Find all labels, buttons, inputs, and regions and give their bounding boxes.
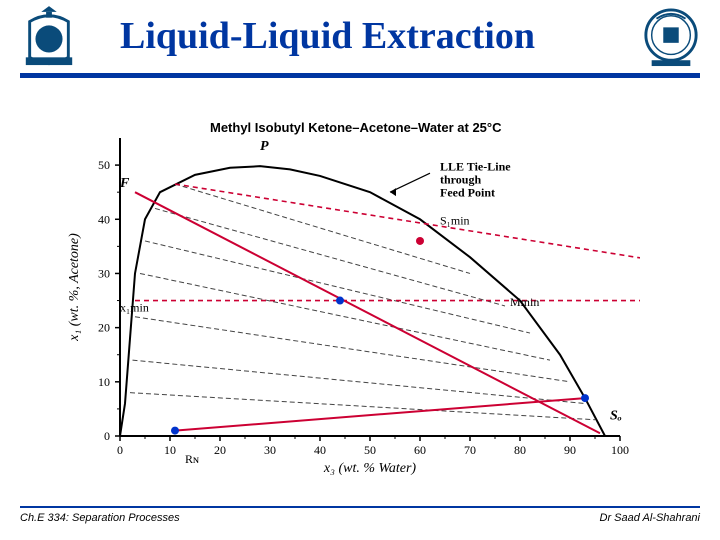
svg-text:80: 80: [514, 443, 526, 457]
svg-text:50: 50: [98, 158, 110, 172]
header-divider: [20, 73, 700, 78]
svg-text:60: 60: [414, 443, 426, 457]
svg-text:Feed Point: Feed Point: [440, 186, 495, 200]
svg-text:x₁ (wt. %, Acetone): x₁ (wt. %, Acetone): [67, 233, 82, 342]
logo-left: [20, 4, 78, 72]
svg-text:S₁min: S₁min: [440, 214, 470, 228]
svg-text:20: 20: [98, 321, 110, 335]
svg-text:90: 90: [564, 443, 576, 457]
svg-text:x₃ (wt. % Water): x₃ (wt. % Water): [323, 461, 417, 476]
svg-text:10: 10: [164, 443, 176, 457]
svg-text:F: F: [119, 176, 130, 191]
svg-text:20: 20: [214, 443, 226, 457]
footer: Ch.E 334: Separation Processes Dr Saad A…: [20, 512, 700, 530]
header: Liquid-Liquid Extraction: [0, 0, 720, 78]
svg-text:P: P: [260, 139, 269, 154]
svg-text:x₁min: x₁min: [120, 300, 149, 314]
page-title: Liquid-Liquid Extraction: [120, 14, 535, 58]
svg-text:Rɴ: Rɴ: [185, 452, 199, 466]
svg-text:LLE Tie-Line: LLE Tie-Line: [440, 160, 511, 174]
footer-divider: [20, 506, 700, 508]
svg-text:100: 100: [611, 443, 629, 457]
footer-right-text: Dr Saad Al-Shahrani: [600, 512, 700, 524]
svg-text:Methyl Isobutyl Ketone–Acetone: Methyl Isobutyl Ketone–Acetone–Water at …: [210, 120, 502, 135]
footer-left-text: Ch.E 334: Separation Processes: [20, 512, 180, 524]
svg-text:through: through: [440, 173, 481, 187]
svg-text:50: 50: [364, 443, 376, 457]
svg-text:0: 0: [104, 429, 110, 443]
svg-text:30: 30: [98, 266, 110, 280]
logo-right: [642, 4, 700, 72]
svg-text:Sₒ: Sₒ: [610, 409, 622, 424]
svg-text:30: 30: [264, 443, 276, 457]
svg-text:40: 40: [314, 443, 326, 457]
lle-chart: Methyl Isobutyl Ketone–Acetone–Water at …: [60, 120, 640, 480]
svg-text:Mmin: Mmin: [510, 295, 539, 309]
svg-text:0: 0: [117, 443, 123, 457]
svg-text:10: 10: [98, 375, 110, 389]
svg-text:70: 70: [464, 443, 476, 457]
svg-text:40: 40: [98, 212, 110, 226]
